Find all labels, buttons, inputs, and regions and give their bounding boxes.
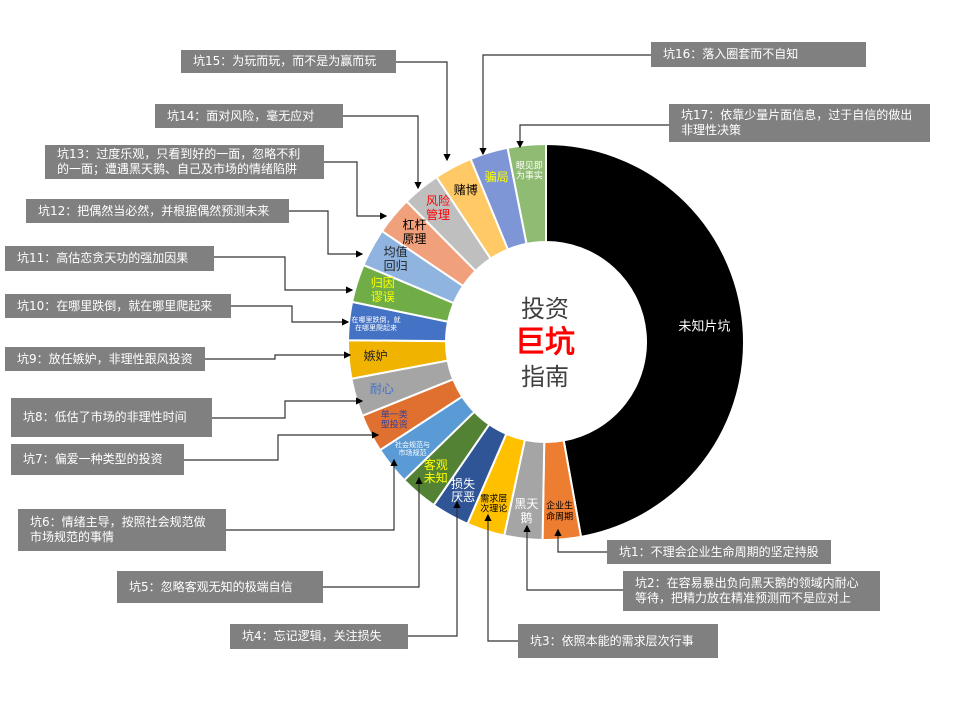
callout-2: 坑2：在容易暴出负向黑天鹅的领域内耐心等待，把精力放在精准预测而不是应对上: [623, 571, 880, 611]
segment-label: 骗局: [484, 170, 509, 185]
connector-1: [554, 528, 607, 553]
title-line-1: 投资: [521, 295, 569, 323]
segment-label: 黑天鹅: [514, 497, 539, 525]
segment-label: 均值回归: [383, 245, 408, 274]
connector-2: [523, 524, 623, 591]
connector-10: [231, 305, 350, 326]
donut-segment: [545, 142, 746, 539]
segment-label: 杠杆原理: [402, 218, 427, 246]
connector-15: [396, 61, 451, 162]
callout-1: 坑1：不理会企业生命周期的坚定持股: [607, 540, 831, 564]
callout-4: 坑4：忘记逻辑，关注损失: [230, 624, 408, 649]
callout-13: 坑13：过度乐观，只看到好的一面，忽略不利的一面；遭遇黑天鹅、自己及市场的情绪陷…: [45, 145, 324, 179]
callout-9: 坑9：放任嫉妒，非理性跟风投资: [5, 347, 205, 371]
callout-14: 坑14：面对风险，毫无应对: [155, 104, 343, 128]
callout-3: 坑3：依照本能的需求层次行事: [518, 624, 718, 658]
callout-5: 坑5：忽略客观无知的极端自信: [117, 571, 323, 603]
segment-label: 眼见即为事实: [515, 161, 543, 182]
connector-14: [343, 115, 422, 190]
callout-7: 坑7：偏爱一种类型的投资: [11, 444, 184, 475]
callout-11: 坑11：高估恋贪天功的强加因果: [5, 246, 214, 271]
segment-label: 赌博: [453, 183, 478, 198]
callout-17: 坑17：依靠少量片面信息，过于自信的做出非理性决策: [669, 104, 930, 142]
callout-10: 坑10：在哪里跌倒，就在哪里爬起来: [5, 294, 231, 318]
connector-5: [323, 476, 423, 588]
callout-12: 坑12：把偶然当必然，并根据偶然预测未来: [26, 199, 289, 223]
callout-16: 坑16：落入圈套而不自知: [651, 42, 866, 67]
segment-label: 损失厌恶: [451, 476, 476, 505]
connector-8: [212, 397, 364, 419]
segment-label: 在哪里跌倒，就在哪里爬起来: [351, 315, 401, 332]
title-line-2: 巨坑: [515, 325, 575, 360]
connector-17: [516, 124, 669, 149]
segment-label: 企业生命周期: [546, 502, 574, 523]
connector-3: [484, 513, 518, 642]
segment-label: 社会规范与市场规范: [394, 440, 430, 457]
segment-label: 嫉妒: [363, 349, 388, 364]
connector-11: [214, 256, 354, 294]
center-title: 投资 巨坑 指南: [490, 292, 600, 394]
callout-8: 坑8：低估了市场的非理性时间: [11, 398, 212, 437]
segment-label: 未知片坑: [678, 319, 731, 335]
connector-13: [324, 161, 388, 220]
segment-label: 风险管理: [426, 194, 451, 223]
segment-label: 需求层次理论: [480, 494, 508, 515]
connector-7: [184, 431, 380, 461]
title-line-3: 指南: [521, 363, 569, 391]
segment-label: 单一类型投资: [380, 410, 408, 431]
connector-12: [289, 210, 364, 258]
callout-15: 坑15：为玩而玩，而不是为赢而玩: [181, 50, 396, 73]
connector-4: [408, 500, 461, 637]
connector-6: [226, 458, 398, 531]
segment-label: 归因谬误: [370, 276, 395, 305]
connector-9: [205, 351, 352, 360]
segment-label: 客观未知: [423, 457, 448, 486]
connector-16: [479, 54, 651, 156]
callout-6: 坑6：情绪主导，按照社会规范做市场规范的事情: [18, 509, 226, 551]
segment-label: 耐心: [369, 382, 394, 397]
